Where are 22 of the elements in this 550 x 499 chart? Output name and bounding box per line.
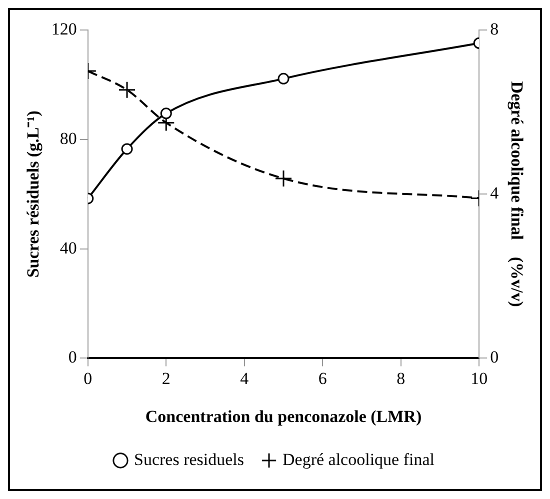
x-tick-label: 4 [240,368,250,388]
x-axis-title: Concentration du penconazole (LMR) [145,407,422,426]
y-axis-title: Sucres résiduels (g.L⁻¹) [24,110,43,278]
x-tick-label: 2 [162,368,170,388]
y2-axis-title: Degré alcoolique final (%v/v) [507,81,526,307]
point [121,143,133,155]
y2-tick-label: 8 [490,19,499,38]
x-tick-label: 0 [84,368,92,388]
point [278,72,290,84]
legend-label: Sucres residuels [134,450,244,469]
x-tick-label: 10 [470,368,488,388]
point [118,81,136,99]
y-tick-label: 40 [60,238,77,258]
y2-tick-label: 4 [490,184,500,203]
y-tick-label: 80 [60,128,77,148]
y-tick-label: 120 [51,19,77,38]
y2-tick-label: 0 [490,348,499,367]
x-tick-label: 8 [396,368,406,388]
point [160,108,172,120]
legend-label: Degré alcoolique final [282,450,435,469]
x-tick-label: 6 [318,368,327,388]
y-tick-label: 0 [68,348,77,367]
